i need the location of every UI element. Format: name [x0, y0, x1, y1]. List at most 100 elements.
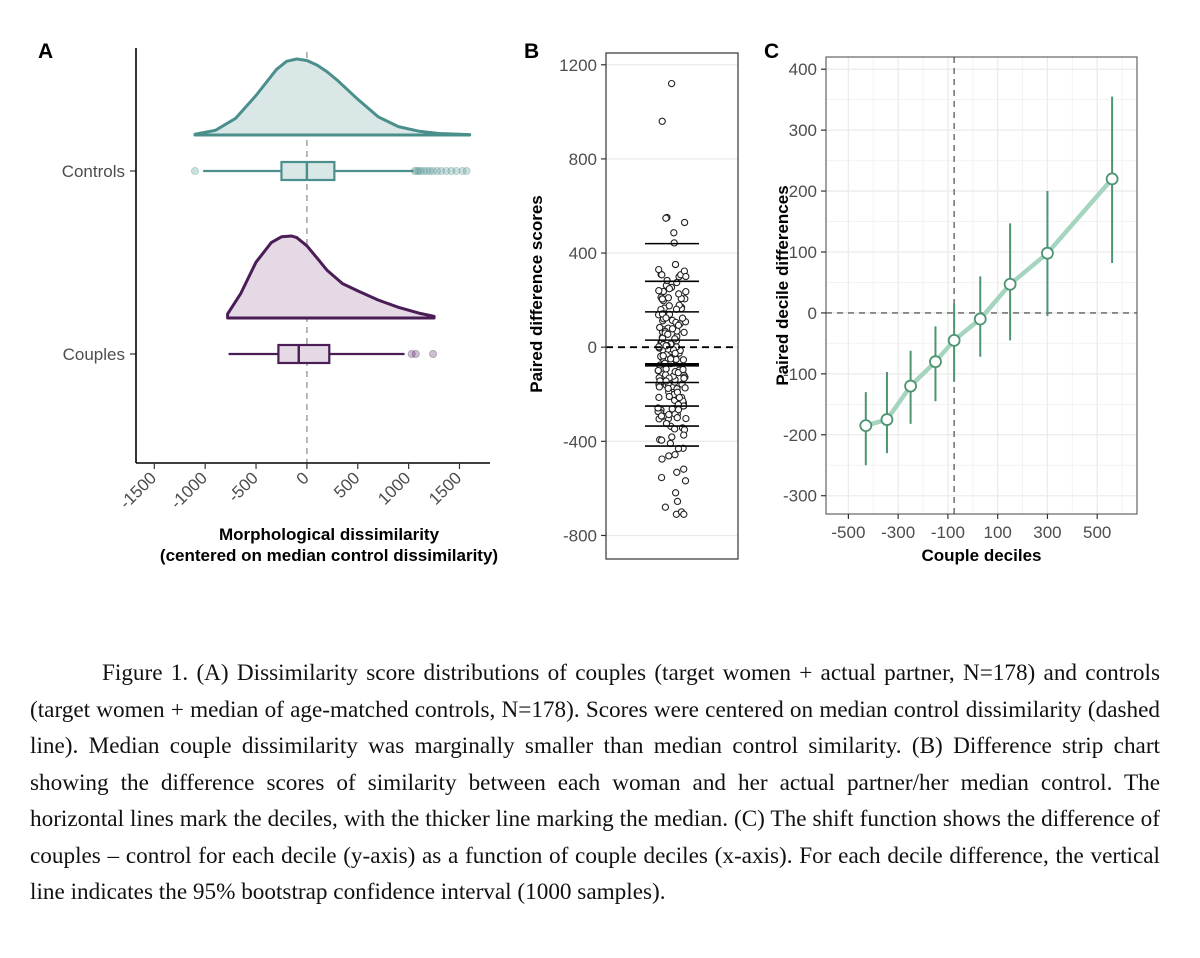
- x-axis-label-a-line2: (centered on median control dissimilarit…: [160, 546, 498, 565]
- data-point-b-125: [654, 366, 662, 375]
- outlier-controls-4: [416, 166, 425, 175]
- y-tick-label-c: 0: [808, 304, 817, 323]
- x-tick-label-a: 0: [293, 468, 313, 488]
- outlier-controls-10: [437, 166, 446, 175]
- decile-point-8: [1105, 172, 1119, 186]
- data-point-b-64: [679, 356, 688, 364]
- data-point-b-173: [665, 392, 673, 401]
- y-tick-label-c: -100: [783, 365, 817, 384]
- data-point-b-4: [680, 218, 689, 227]
- y-tick-label-c: -200: [783, 426, 817, 445]
- x-axis-label-c: Couple deciles: [922, 546, 1042, 565]
- x-tick-label-c: -500: [831, 523, 865, 542]
- data-point-b-182: [680, 510, 688, 518]
- panel-c: -300 -200 -100 0 100 200 300 400 -500 -300 -100 100…: [773, 56, 1138, 565]
- outlier-controls-9: [433, 166, 442, 175]
- x-tick-label-a: -1000: [167, 468, 211, 512]
- decile-point-0: [859, 419, 873, 433]
- outlier-controls-13: [452, 166, 461, 175]
- data-point-b-134: [671, 489, 680, 497]
- density-controls: [193, 57, 472, 137]
- data-point-b-161: [668, 325, 677, 333]
- y-label-couples: Couples: [63, 345, 125, 364]
- y-axis-label-c: Paired decile differences: [773, 185, 792, 385]
- data-point-b-147: [665, 410, 673, 419]
- data-point-b-59: [655, 393, 663, 402]
- data-point-b-23: [658, 455, 666, 463]
- data-point-b-131: [658, 295, 667, 303]
- panel-label-b: B: [524, 40, 539, 63]
- data-point-b-18: [668, 433, 676, 441]
- panel-b: -800 -400 0 400 800 1200 Paired difference sco…: [527, 52, 739, 560]
- decile-point-3: [929, 355, 942, 369]
- data-point-b-106: [662, 214, 670, 222]
- data-point-b-127: [656, 323, 664, 332]
- decile-point-7: [1041, 246, 1054, 260]
- x-tick-label-a: 1500: [425, 468, 465, 508]
- outlier-controls-8: [429, 166, 438, 175]
- data-point-b-179: [658, 117, 666, 125]
- outlier-controls-5: [419, 166, 428, 175]
- data-point-b-176: [666, 355, 675, 363]
- y-tick-label-c: 100: [789, 243, 817, 262]
- data-point-b-178: [667, 79, 676, 88]
- decile-point-5: [973, 312, 987, 326]
- data-point-b-150: [662, 314, 670, 322]
- data-point-b-164: [664, 330, 672, 338]
- y-tick-label-b: 1200: [559, 56, 597, 75]
- plot-border-b: [605, 52, 739, 560]
- figure: A B C Controls Couples -1500 -1000 -500 0 500 1000…: [38, 40, 1138, 565]
- data-point-b-105: [657, 473, 666, 482]
- data-point-b-160: [671, 260, 680, 269]
- data-point-b-167: [665, 285, 674, 293]
- y-axis-label-b: Paired difference scores: [527, 195, 546, 392]
- x-tick-label-a: 500: [330, 468, 363, 501]
- data-point-b-171: [674, 321, 683, 329]
- plot-bg-c: [826, 57, 1137, 514]
- data-point-b-98: [678, 314, 687, 322]
- x-tick-label-c: 100: [983, 523, 1011, 542]
- data-point-b-168: [675, 393, 684, 402]
- data-point-b-153: [664, 294, 673, 302]
- data-point-b-119: [664, 384, 672, 393]
- x-tick-label-a: -500: [224, 468, 261, 505]
- x-tick-label-c: 500: [1083, 523, 1111, 542]
- data-point-b-93: [673, 497, 682, 506]
- data-point-b-165: [682, 272, 690, 281]
- data-point-b-177: [657, 412, 666, 420]
- panel-label-c: C: [764, 40, 779, 63]
- data-point-b-54: [657, 436, 666, 444]
- data-point-b-81: [673, 278, 681, 287]
- data-point-b-142: [673, 414, 681, 422]
- y-tick-label-b: 400: [569, 244, 597, 263]
- outlier-controls-0: [190, 166, 199, 175]
- figure-caption: Figure 1. (A) Dissimilarity score distri…: [30, 660, 1160, 906]
- data-point-b-132: [671, 335, 679, 343]
- decile-point-2: [904, 379, 917, 393]
- outlier-controls-15: [462, 166, 471, 175]
- x-tick-label-c: 300: [1033, 523, 1061, 542]
- data-point-b-145: [655, 383, 664, 391]
- data-point-b-180: [661, 503, 670, 511]
- data-point-b-175: [671, 349, 679, 357]
- group-couples: [226, 234, 438, 365]
- density-couples: [226, 234, 436, 320]
- data-point-b-144: [655, 265, 663, 274]
- data-point-b-151: [680, 465, 688, 473]
- y-tick-label-c: 400: [789, 60, 817, 79]
- data-point-b-1: [682, 288, 690, 296]
- y-tick-label-c: 300: [789, 121, 817, 140]
- y-label-controls: Controls: [62, 162, 125, 181]
- data-point-b-68: [682, 414, 690, 423]
- data-point-b-76: [681, 384, 689, 392]
- data-point-b-103: [665, 302, 673, 310]
- outlier-controls-3: [414, 166, 423, 175]
- group-controls: [190, 57, 472, 182]
- data-point-b-88: [680, 328, 688, 337]
- x-tick-label-c: -100: [931, 523, 965, 542]
- y-tick-label-c: -300: [783, 487, 817, 506]
- outlier-couples-1: [411, 349, 420, 358]
- outlier-controls-14: [458, 166, 467, 175]
- y-tick-label-b: -800: [563, 526, 597, 545]
